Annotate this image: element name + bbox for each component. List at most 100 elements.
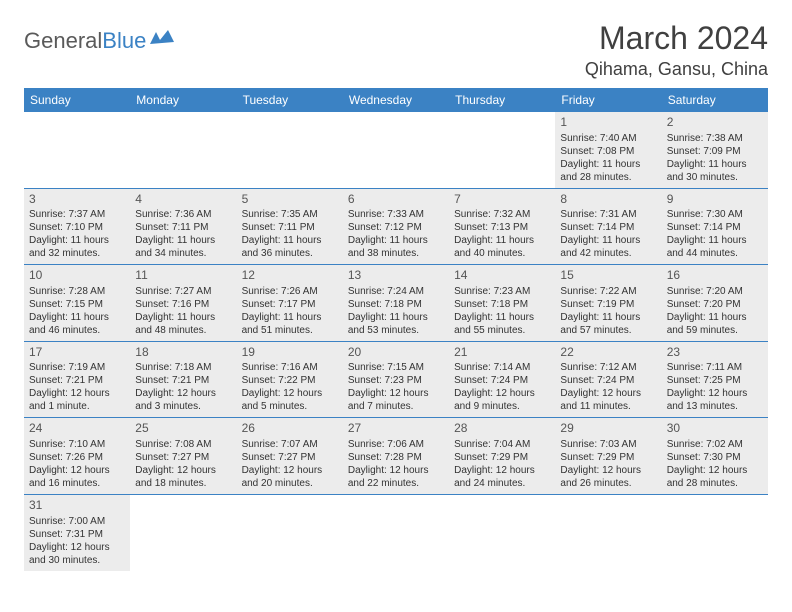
day-cell: 14Sunrise: 7:23 AMSunset: 7:18 PMDayligh… (449, 265, 555, 341)
sunrise-line: Sunrise: 7:40 AM (560, 132, 656, 145)
sunrise-line: Sunrise: 7:24 AM (348, 285, 444, 298)
day-cell: 26Sunrise: 7:07 AMSunset: 7:27 PMDayligh… (237, 418, 343, 494)
day-header: Tuesday (237, 88, 343, 112)
sunset-line: Sunset: 7:11 PM (242, 221, 338, 234)
day-cell (343, 495, 449, 571)
sunset-line: Sunset: 7:18 PM (454, 298, 550, 311)
week-row: 24Sunrise: 7:10 AMSunset: 7:26 PMDayligh… (24, 418, 768, 495)
day-number: 22 (560, 345, 656, 361)
day-number: 26 (242, 421, 338, 437)
sunset-line: Sunset: 7:11 PM (135, 221, 231, 234)
day-number: 2 (667, 115, 763, 131)
title-block: March 2024 Qihama, Gansu, China (585, 20, 768, 80)
sunset-line: Sunset: 7:21 PM (29, 374, 125, 387)
daylight-line: Daylight: 12 hours and 11 minutes. (560, 387, 656, 413)
sunset-line: Sunset: 7:24 PM (560, 374, 656, 387)
day-cell: 18Sunrise: 7:18 AMSunset: 7:21 PMDayligh… (130, 342, 236, 418)
daylight-line: Daylight: 12 hours and 16 minutes. (29, 464, 125, 490)
daylight-line: Daylight: 12 hours and 5 minutes. (242, 387, 338, 413)
sunset-line: Sunset: 7:15 PM (29, 298, 125, 311)
daylight-line: Daylight: 12 hours and 22 minutes. (348, 464, 444, 490)
sunrise-line: Sunrise: 7:31 AM (560, 208, 656, 221)
day-cell: 6Sunrise: 7:33 AMSunset: 7:12 PMDaylight… (343, 189, 449, 265)
daylight-line: Daylight: 11 hours and 55 minutes. (454, 311, 550, 337)
day-number: 30 (667, 421, 763, 437)
day-cell: 29Sunrise: 7:03 AMSunset: 7:29 PMDayligh… (555, 418, 661, 494)
daylight-line: Daylight: 11 hours and 51 minutes. (242, 311, 338, 337)
sunrise-line: Sunrise: 7:08 AM (135, 438, 231, 451)
day-cell: 13Sunrise: 7:24 AMSunset: 7:18 PMDayligh… (343, 265, 449, 341)
day-number: 9 (667, 192, 763, 208)
sunset-line: Sunset: 7:29 PM (560, 451, 656, 464)
week-row: 1Sunrise: 7:40 AMSunset: 7:08 PM Daylight… (24, 112, 768, 189)
day-cell: 31Sunrise: 7:00 AMSunset: 7:31 PMDayligh… (24, 495, 130, 571)
day-cell (130, 495, 236, 571)
daylight-line: Daylight: 12 hours and 13 minutes. (667, 387, 763, 413)
sunrise-line: Sunrise: 7:14 AM (454, 361, 550, 374)
day-number: 1 (560, 115, 656, 131)
daylight-line: Daylight: 11 hours and 34 minutes. (135, 234, 231, 260)
sunrise-line: Sunrise: 7:33 AM (348, 208, 444, 221)
sunrise-line: Sunrise: 7:37 AM (29, 208, 125, 221)
daylight-line: Daylight: 11 hours and 42 minutes. (560, 234, 656, 260)
sunrise-line: Sunrise: 7:04 AM (454, 438, 550, 451)
sunrise-line: Sunrise: 7:16 AM (242, 361, 338, 374)
week-row: 31Sunrise: 7:00 AMSunset: 7:31 PMDayligh… (24, 495, 768, 571)
sunrise-line: Sunrise: 7:00 AM (29, 515, 125, 528)
sunrise-line: Sunrise: 7:26 AM (242, 285, 338, 298)
sunrise-line: Sunrise: 7:30 AM (667, 208, 763, 221)
daylight-line: Daylight: 12 hours and 18 minutes. (135, 464, 231, 490)
daylight-line: Daylight: 11 hours and 46 minutes. (29, 311, 125, 337)
day-cell: 10Sunrise: 7:28 AMSunset: 7:15 PMDayligh… (24, 265, 130, 341)
daylight-line: Daylight: 11 hours and 57 minutes. (560, 311, 656, 337)
sunset-line: Sunset: 7:29 PM (454, 451, 550, 464)
day-cell (449, 112, 555, 188)
day-cell: 8Sunrise: 7:31 AMSunset: 7:14 PMDaylight… (555, 189, 661, 265)
day-cell: 2Sunrise: 7:38 AMSunset: 7:09 PMDaylight… (662, 112, 768, 188)
day-cell: 9Sunrise: 7:30 AMSunset: 7:14 PMDaylight… (662, 189, 768, 265)
day-number: 16 (667, 268, 763, 284)
sunset-line: Sunset: 7:26 PM (29, 451, 125, 464)
day-cell: 4Sunrise: 7:36 AMSunset: 7:11 PMDaylight… (130, 189, 236, 265)
calendar-page: GeneralBlue March 2024 Qihama, Gansu, Ch… (0, 0, 792, 591)
sunrise-line: Sunrise: 7:19 AM (29, 361, 125, 374)
day-cell (237, 112, 343, 188)
header-row: GeneralBlue March 2024 Qihama, Gansu, Ch… (24, 20, 768, 80)
day-number: 24 (29, 421, 125, 437)
day-header: Saturday (662, 88, 768, 112)
day-cell: 5Sunrise: 7:35 AMSunset: 7:11 PMDaylight… (237, 189, 343, 265)
daylight-line: Daylight: 11 hours and 40 minutes. (454, 234, 550, 260)
sunset-line: Sunset: 7:08 PM (560, 145, 656, 158)
day-cell: 1Sunrise: 7:40 AMSunset: 7:08 PMDaylight… (555, 112, 661, 188)
sunset-line: Sunset: 7:27 PM (242, 451, 338, 464)
day-cell: 27Sunrise: 7:06 AMSunset: 7:28 PMDayligh… (343, 418, 449, 494)
flag-icon (150, 28, 174, 54)
calendar-grid: SundayMondayTuesdayWednesdayThursdayFrid… (24, 88, 768, 571)
daylight-line: Daylight: 11 hours and 30 minutes. (667, 158, 763, 184)
location: Qihama, Gansu, China (585, 59, 768, 80)
day-number: 5 (242, 192, 338, 208)
sunrise-line: Sunrise: 7:18 AM (135, 361, 231, 374)
day-number: 11 (135, 268, 231, 284)
day-cell: 24Sunrise: 7:10 AMSunset: 7:26 PMDayligh… (24, 418, 130, 494)
day-number: 14 (454, 268, 550, 284)
day-cell: 16Sunrise: 7:20 AMSunset: 7:20 PMDayligh… (662, 265, 768, 341)
sunrise-line: Sunrise: 7:22 AM (560, 285, 656, 298)
sunset-line: Sunset: 7:24 PM (454, 374, 550, 387)
daylight-line: Daylight: 12 hours and 20 minutes. (242, 464, 338, 490)
day-number: 19 (242, 345, 338, 361)
sunrise-line: Sunrise: 7:03 AM (560, 438, 656, 451)
sunset-line: Sunset: 7:19 PM (560, 298, 656, 311)
daylight-line: Daylight: 12 hours and 1 minute. (29, 387, 125, 413)
week-row: 3Sunrise: 7:37 AMSunset: 7:10 PMDaylight… (24, 189, 768, 266)
day-cell: 22Sunrise: 7:12 AMSunset: 7:24 PMDayligh… (555, 342, 661, 418)
day-cell: 7Sunrise: 7:32 AMSunset: 7:13 PMDaylight… (449, 189, 555, 265)
sunrise-line: Sunrise: 7:23 AM (454, 285, 550, 298)
daylight-line: Daylight: 12 hours and 30 minutes. (29, 541, 125, 567)
month-title: March 2024 (585, 20, 768, 57)
day-number: 18 (135, 345, 231, 361)
day-header-row: SundayMondayTuesdayWednesdayThursdayFrid… (24, 88, 768, 112)
day-cell: 15Sunrise: 7:22 AMSunset: 7:19 PMDayligh… (555, 265, 661, 341)
daylight-line: Daylight: 12 hours and 26 minutes. (560, 464, 656, 490)
day-cell: 30Sunrise: 7:02 AMSunset: 7:30 PMDayligh… (662, 418, 768, 494)
